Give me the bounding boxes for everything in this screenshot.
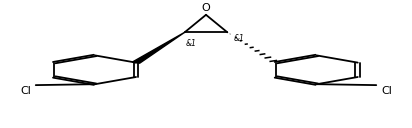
- Text: Cl: Cl: [20, 86, 31, 96]
- Text: &1: &1: [186, 39, 197, 48]
- Text: Cl: Cl: [381, 86, 392, 96]
- Polygon shape: [132, 32, 185, 63]
- Text: &1: &1: [234, 34, 244, 43]
- Text: O: O: [201, 3, 211, 13]
